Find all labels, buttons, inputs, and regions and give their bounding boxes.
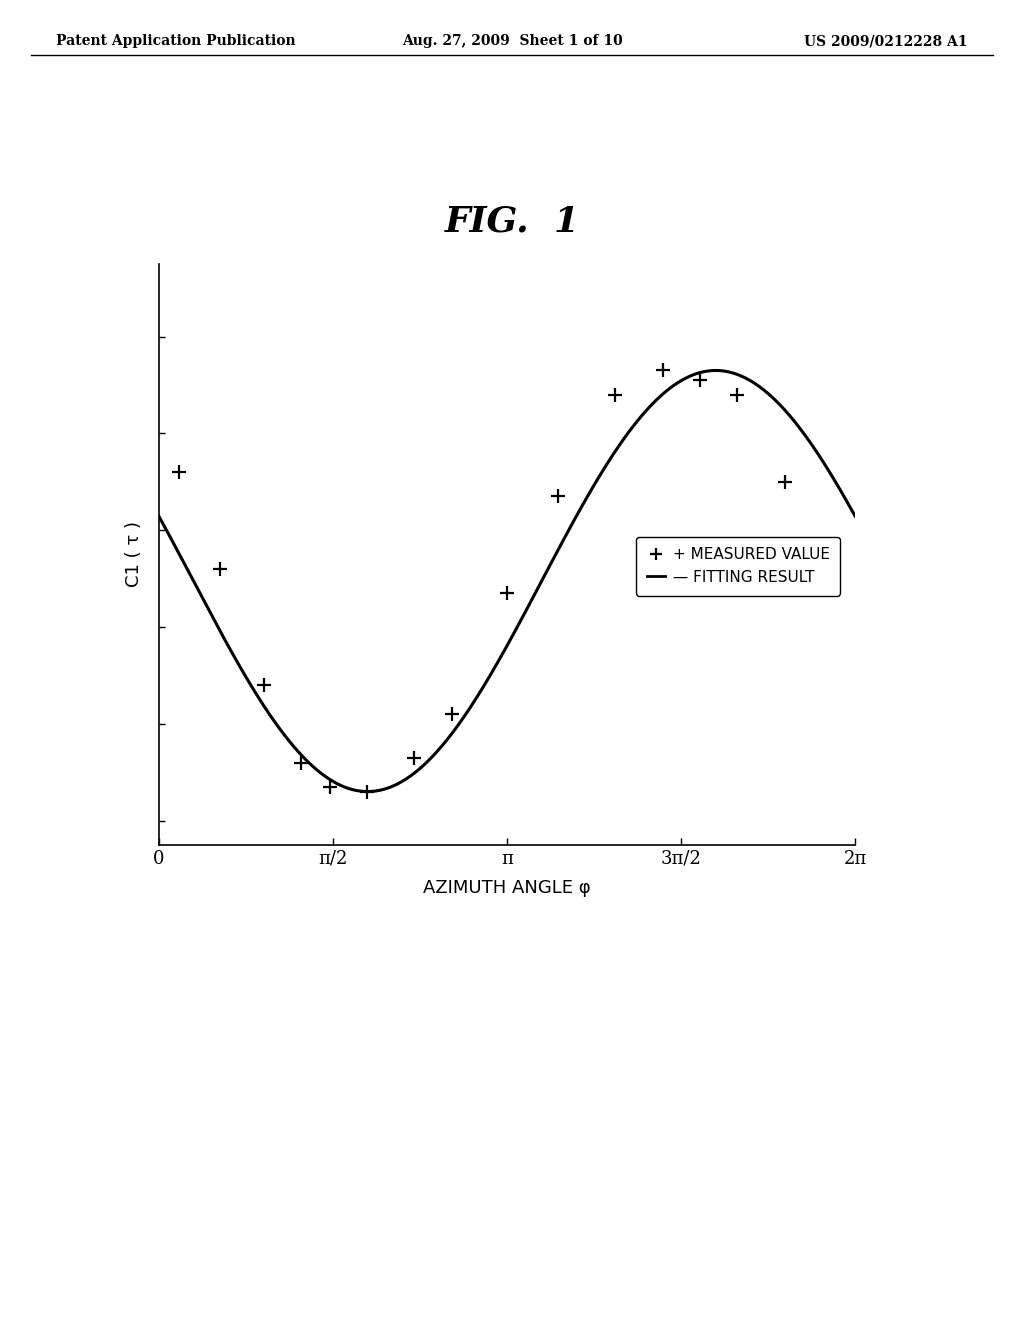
Point xyxy=(729,384,745,405)
Point xyxy=(358,781,375,803)
Point xyxy=(607,384,624,405)
X-axis label: AZIMUTH ANGLE φ: AZIMUTH ANGLE φ xyxy=(423,879,591,896)
Point xyxy=(499,582,515,603)
Point xyxy=(776,471,793,492)
Point xyxy=(293,752,309,774)
Point xyxy=(691,370,708,391)
Point xyxy=(821,549,838,570)
Text: FIG.  1: FIG. 1 xyxy=(444,205,580,239)
Point xyxy=(212,558,228,579)
Point xyxy=(444,704,461,725)
Text: Aug. 27, 2009  Sheet 1 of 10: Aug. 27, 2009 Sheet 1 of 10 xyxy=(401,34,623,49)
Point xyxy=(256,675,272,696)
Point xyxy=(323,776,339,797)
Legend: + MEASURED VALUE, — FITTING RESULT: + MEASURED VALUE, — FITTING RESULT xyxy=(636,536,841,595)
Text: US 2009/0212228 A1: US 2009/0212228 A1 xyxy=(804,34,968,49)
Point xyxy=(170,462,186,483)
Y-axis label: C1 ( τ ): C1 ( τ ) xyxy=(125,521,142,587)
Point xyxy=(406,747,422,768)
Point xyxy=(550,486,566,507)
Point xyxy=(654,360,671,381)
Text: Patent Application Publication: Patent Application Publication xyxy=(56,34,296,49)
